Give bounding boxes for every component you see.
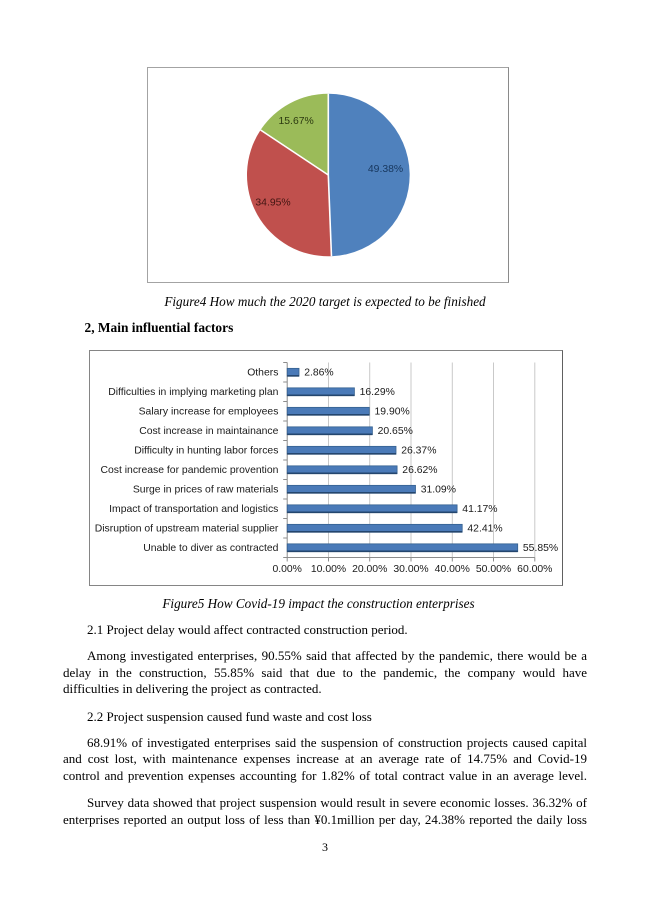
svg-text:10.00%: 10.00% [311, 564, 346, 575]
svg-text:16.29%: 16.29% [360, 387, 395, 398]
svg-text:19.90%: 19.90% [375, 407, 410, 418]
svg-text:Cost increase for pandemic pro: Cost increase for pandemic provention [101, 465, 279, 476]
svg-text:20.00%: 20.00% [352, 564, 387, 575]
svg-text:0.00%: 0.00% [272, 564, 301, 575]
svg-text:Difficulty in hunting labor fo: Difficulty in hunting labor forces [134, 446, 278, 457]
svg-text:60.00%: 60.00% [517, 564, 552, 575]
svg-text:55.85%: 55.85% [523, 543, 558, 554]
svg-text:2.86%: 2.86% [304, 368, 333, 379]
svg-text:15.67%: 15.67% [279, 116, 314, 127]
svg-text:Others: Others [247, 368, 278, 379]
svg-text:20.65%: 20.65% [378, 426, 413, 437]
svg-text:41.17%: 41.17% [462, 504, 497, 515]
svg-text:Disruption of upstream materia: Disruption of upstream material supplier [95, 524, 279, 535]
svg-text:Surge in prices of raw materia: Surge in prices of raw materials [133, 485, 279, 496]
svg-text:26.37%: 26.37% [401, 446, 436, 457]
svg-text:Salary increase for employees: Salary increase for employees [139, 407, 279, 418]
svg-text:26.62%: 26.62% [402, 465, 437, 476]
svg-text:Unable to diver as contracted: Unable to diver as contracted [143, 543, 278, 554]
svg-text:Difficulties in implying marke: Difficulties in implying marketing plan [108, 387, 278, 398]
svg-text:50.00%: 50.00% [476, 564, 511, 575]
svg-text:42.41%: 42.41% [467, 524, 502, 535]
svg-text:30.00%: 30.00% [393, 564, 428, 575]
svg-text:31.09%: 31.09% [421, 485, 456, 496]
svg-text:Impact of transportation and l: Impact of transportation and logistics [109, 504, 278, 515]
svg-text:40.00%: 40.00% [435, 564, 470, 575]
svg-text:49.38%: 49.38% [368, 164, 403, 175]
svg-text:34.95%: 34.95% [255, 198, 290, 209]
svg-text:Cost increase in maintainance: Cost increase in maintainance [139, 426, 278, 437]
